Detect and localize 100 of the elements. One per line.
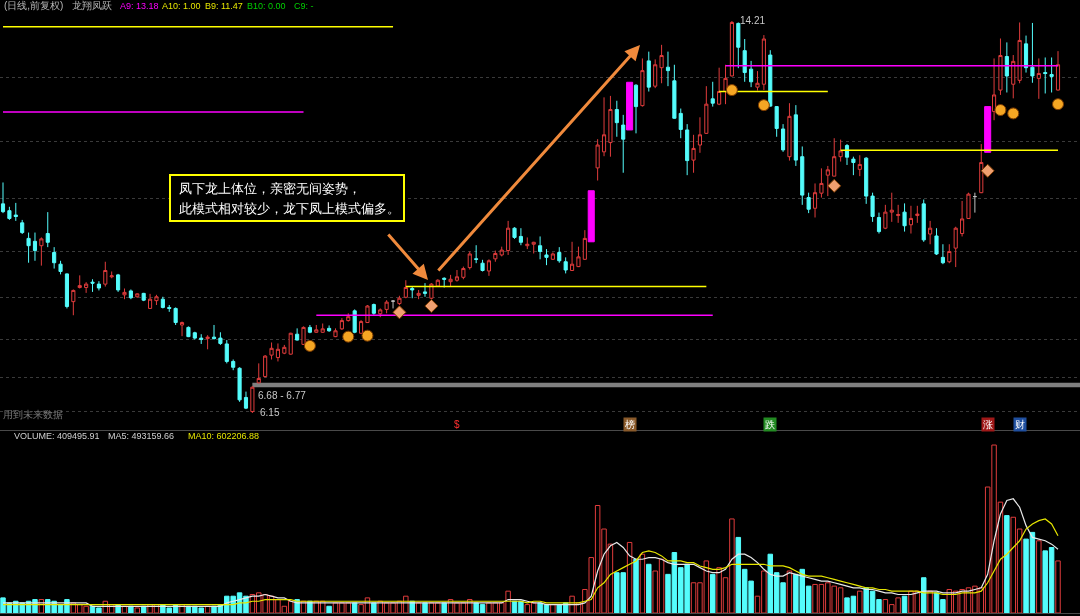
- candlestick: [7, 206, 12, 221]
- candlestick: [173, 306, 178, 326]
- candlestick: [224, 339, 229, 364]
- candlestick: [966, 192, 971, 220]
- candlestick: [819, 167, 824, 199]
- candlestick: [518, 227, 523, 246]
- candlestick: [148, 293, 153, 310]
- candlestick: [896, 204, 901, 224]
- candlestick: [64, 272, 70, 309]
- candlestick: [122, 287, 127, 300]
- candlestick: [333, 327, 338, 338]
- candlestick: [205, 334, 210, 350]
- candlestick: [231, 359, 236, 371]
- candlestick: [755, 70, 760, 92]
- candlestick: [570, 241, 575, 271]
- candlestick: [883, 204, 888, 230]
- candlestick: [563, 256, 568, 274]
- candlestick: [58, 260, 63, 275]
- point: [994, 104, 1007, 116]
- candlestick: [275, 342, 281, 362]
- candlestick: [384, 299, 389, 314]
- candlestick: [736, 21, 741, 69]
- candlestick: [39, 236, 44, 267]
- candlestick: [864, 156, 869, 205]
- bar: [709, 573, 716, 613]
- candlestick: [793, 104, 798, 167]
- candlestick: [908, 205, 914, 235]
- candlestick: [410, 285, 415, 299]
- candlestick: [870, 192, 875, 223]
- candlestick: [128, 288, 133, 300]
- candlestick: [621, 114, 626, 174]
- candlestick: [832, 137, 837, 177]
- candlestick: [263, 354, 268, 378]
- candlestick: [199, 333, 204, 345]
- point: [1007, 107, 1020, 120]
- candlestick: [359, 319, 364, 335]
- candlestick: [442, 276, 447, 289]
- candlestick: [1049, 56, 1054, 93]
- bar: [422, 602, 428, 613]
- candlestick: [1011, 54, 1016, 99]
- bar: [920, 577, 927, 613]
- candlestick: [678, 108, 683, 139]
- point: [361, 329, 374, 342]
- candlestick: [940, 243, 945, 265]
- x-tick-label: 跌: [765, 419, 775, 430]
- band-label: 6.68 - 6.77: [258, 390, 307, 401]
- candlestick: [422, 282, 428, 298]
- candlestick: [1023, 35, 1029, 74]
- candlestick: [32, 232, 38, 262]
- bar: [633, 558, 639, 613]
- candlestick: [506, 220, 511, 256]
- candlestick: [646, 51, 651, 93]
- point: [827, 178, 842, 193]
- candlestick: [135, 292, 140, 299]
- candlestick: [761, 34, 766, 91]
- candlestick: [390, 299, 396, 309]
- candlestick: [474, 244, 479, 264]
- candlestick: [371, 303, 376, 316]
- text: A10: 1.00: [162, 1, 201, 11]
- candlestick: [774, 105, 779, 138]
- candlestick: [211, 324, 217, 341]
- text: B9: 11.47: [205, 1, 243, 11]
- candlestick: [800, 145, 805, 206]
- candlestick: [269, 341, 274, 360]
- candlestick: [96, 280, 101, 291]
- bar: [927, 590, 933, 613]
- candlestick: [915, 205, 920, 224]
- candlestick: [608, 95, 613, 158]
- candlestick: [576, 246, 581, 268]
- candlestick: [378, 307, 383, 318]
- x-tick-label: 涨: [983, 419, 993, 430]
- candlestick: [921, 198, 926, 243]
- candlestick: [672, 64, 677, 120]
- annotation: 用到未来数据: [3, 409, 63, 420]
- candlestick: [71, 288, 76, 316]
- bar: [646, 563, 652, 613]
- candlestick: [1030, 22, 1035, 84]
- candlestick: [301, 325, 306, 346]
- text: MA5: 493159.66: [108, 431, 175, 441]
- candlestick: [857, 154, 862, 177]
- candlestick: [729, 20, 734, 77]
- candlestick: [960, 200, 965, 237]
- candlestick: [339, 317, 344, 331]
- candlestick: [538, 235, 543, 260]
- bar: [1036, 540, 1042, 613]
- candlestick: [806, 192, 811, 214]
- candlestick: [52, 246, 57, 270]
- candlestick: [77, 274, 82, 289]
- bar: [1055, 560, 1061, 613]
- candlestick: [557, 246, 562, 264]
- candlestick: [13, 202, 18, 222]
- candlestick: [710, 81, 715, 108]
- candlestick: [838, 139, 843, 163]
- candlestick: [243, 391, 249, 410]
- annotation: 14.21: [740, 15, 766, 26]
- candlestick: [844, 143, 850, 166]
- annotation: 6.15: [260, 407, 280, 418]
- candlestick: [179, 321, 185, 337]
- candlestick: [429, 282, 434, 300]
- text: VOLUME: 409495.91: [14, 431, 100, 441]
